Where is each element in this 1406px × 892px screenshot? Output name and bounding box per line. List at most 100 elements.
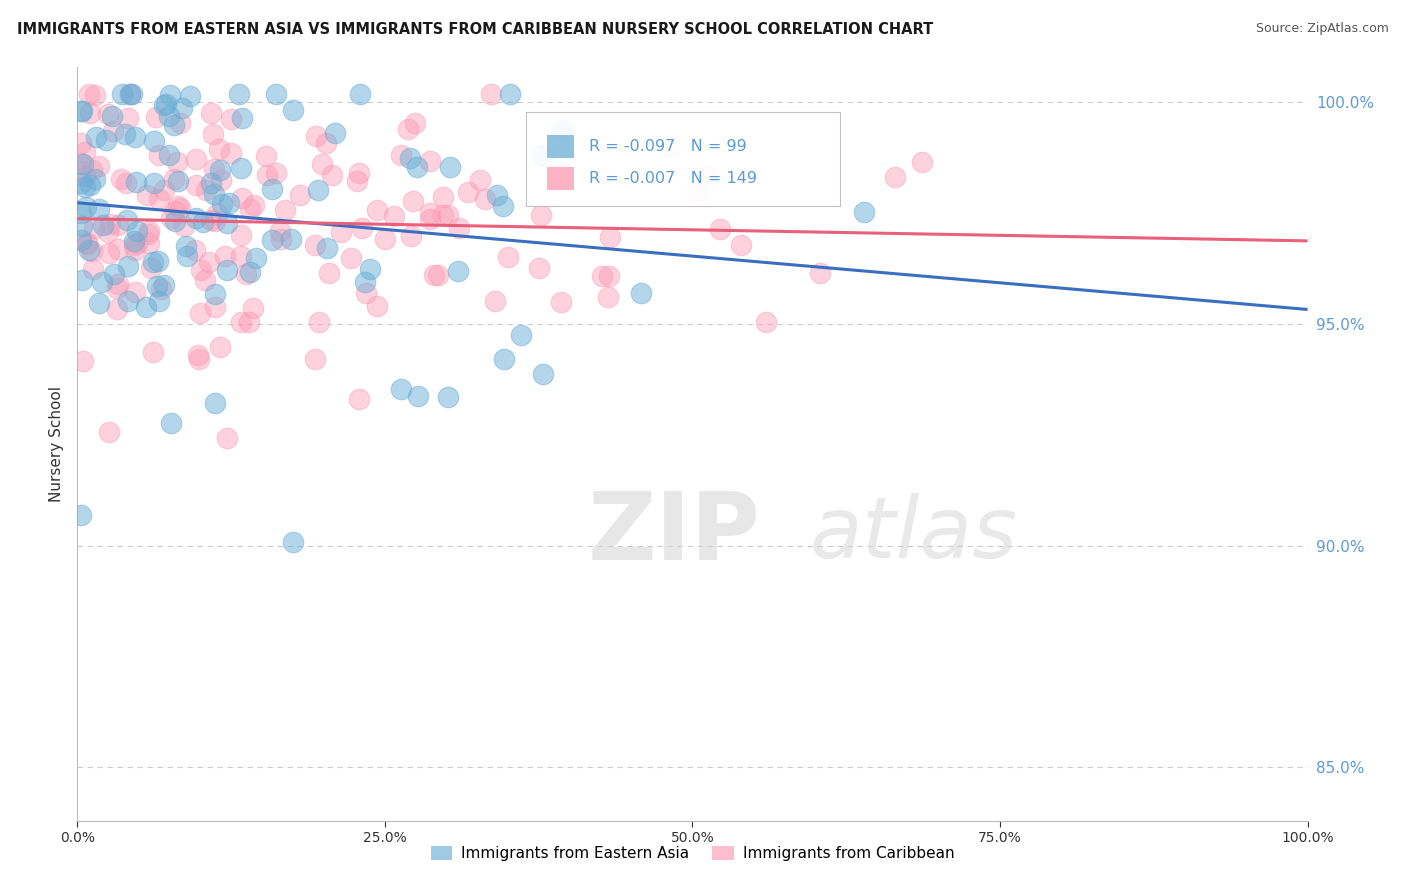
Point xyxy=(72,157,94,171)
Point xyxy=(200,106,222,120)
Point xyxy=(419,206,441,220)
Point xyxy=(755,315,778,329)
Point xyxy=(399,228,422,243)
Point xyxy=(121,87,143,101)
Point xyxy=(204,287,226,301)
Point xyxy=(163,172,186,186)
Point xyxy=(494,352,516,367)
Point xyxy=(101,109,124,123)
Point xyxy=(159,211,181,225)
Point xyxy=(598,290,620,304)
Point xyxy=(211,197,233,211)
Point xyxy=(194,273,217,287)
Point xyxy=(591,268,613,283)
Point xyxy=(98,245,121,260)
Text: ZIP: ZIP xyxy=(588,488,761,580)
Point xyxy=(254,148,277,162)
FancyBboxPatch shape xyxy=(547,167,575,190)
Point xyxy=(179,88,201,103)
Point xyxy=(70,104,93,119)
Point xyxy=(235,267,257,281)
Point xyxy=(423,268,446,283)
Point xyxy=(200,213,222,227)
Point xyxy=(124,243,146,257)
Point xyxy=(262,234,284,248)
Point xyxy=(153,97,176,112)
Point xyxy=(204,213,226,227)
Point xyxy=(70,205,93,219)
Point xyxy=(120,87,142,101)
Point xyxy=(270,232,292,246)
Point xyxy=(205,207,228,221)
Point xyxy=(79,87,101,101)
Point xyxy=(73,179,96,194)
Point xyxy=(264,87,287,101)
Point xyxy=(256,168,278,182)
Point xyxy=(103,267,125,281)
Point xyxy=(166,174,188,188)
Point xyxy=(125,235,148,250)
Point xyxy=(245,251,267,265)
Point xyxy=(346,173,368,187)
Point xyxy=(115,176,138,190)
Point xyxy=(349,87,371,101)
Point xyxy=(148,293,170,308)
Point xyxy=(447,221,470,235)
Point xyxy=(389,382,412,396)
Point xyxy=(269,224,291,238)
Point xyxy=(111,87,134,101)
Point xyxy=(70,136,93,150)
Point xyxy=(127,224,149,238)
Point xyxy=(190,306,212,320)
Point xyxy=(135,301,157,315)
Point xyxy=(184,244,207,258)
Point xyxy=(117,111,139,125)
Point xyxy=(70,164,93,178)
Point xyxy=(696,169,718,184)
Point xyxy=(304,238,326,252)
Point xyxy=(87,202,110,216)
Point xyxy=(202,161,225,176)
Point xyxy=(359,262,381,277)
Point xyxy=(273,202,295,217)
Point xyxy=(84,130,107,145)
Point xyxy=(709,222,731,236)
Point xyxy=(217,263,239,277)
Point xyxy=(308,315,330,329)
Point xyxy=(117,293,139,308)
Point xyxy=(79,106,101,120)
Point xyxy=(419,154,441,169)
Point xyxy=(305,129,328,144)
Point xyxy=(174,239,197,253)
Point xyxy=(239,202,262,216)
Point xyxy=(264,166,287,180)
Point xyxy=(83,220,105,235)
Point xyxy=(125,175,148,189)
Point xyxy=(122,238,145,252)
Point xyxy=(107,218,129,232)
Point xyxy=(209,340,232,354)
Point xyxy=(204,300,226,314)
Point xyxy=(598,268,620,283)
Point xyxy=(98,218,121,232)
Point xyxy=(70,234,93,248)
Point xyxy=(382,209,405,223)
Point xyxy=(184,178,207,193)
Point xyxy=(70,176,93,190)
Point xyxy=(139,261,162,276)
Text: IMMIGRANTS FROM EASTERN ASIA VS IMMIGRANTS FROM CARIBBEAN NURSERY SCHOOL CORRELA: IMMIGRANTS FROM EASTERN ASIA VS IMMIGRAN… xyxy=(17,22,934,37)
Point xyxy=(479,87,502,101)
Point xyxy=(911,154,934,169)
Point xyxy=(200,176,222,190)
Point xyxy=(124,129,146,144)
Point xyxy=(84,87,107,102)
Point xyxy=(165,203,187,218)
Point xyxy=(485,188,508,202)
Point xyxy=(231,249,253,263)
Point xyxy=(70,219,93,233)
Point xyxy=(808,266,831,280)
Point xyxy=(148,192,170,206)
Point xyxy=(238,315,260,329)
Point xyxy=(474,193,496,207)
Point xyxy=(884,169,907,184)
